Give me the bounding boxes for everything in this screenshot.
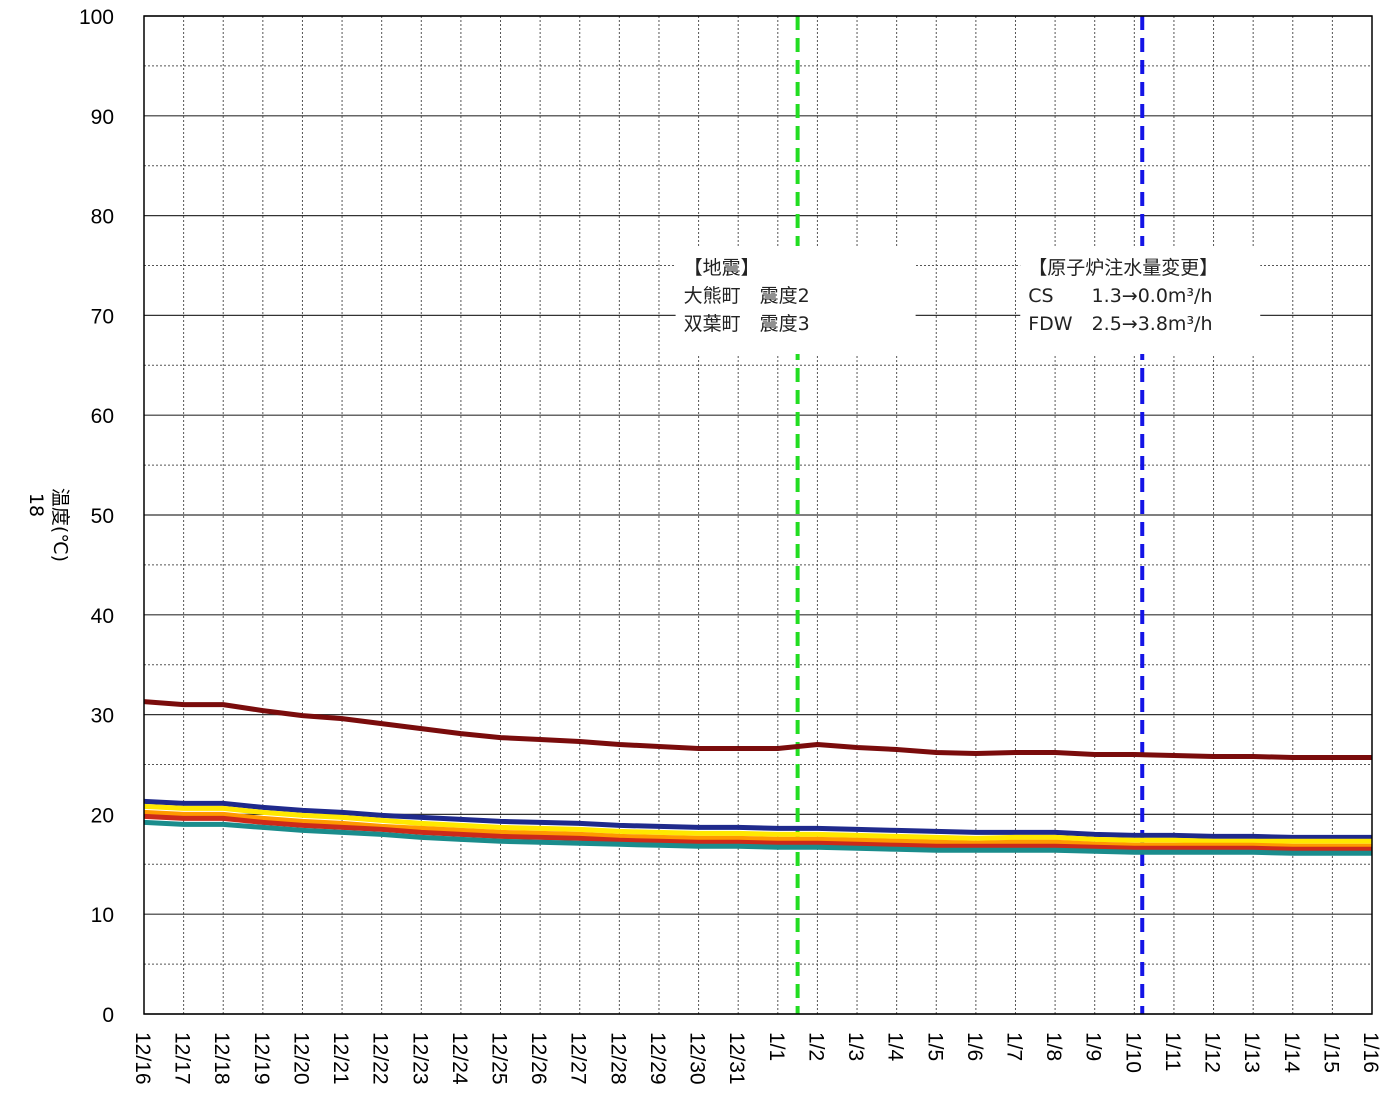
x-tick-label: 1/7 — [1002, 1032, 1025, 1061]
x-axis-ticks: 12/16 12/17 12/18 12/19 12/20 12/21 12/22 12/23… — [131, 1032, 1382, 1085]
y-tick-label: 70 — [91, 305, 114, 328]
x-tick-label: 12/20 — [289, 1032, 312, 1085]
plot-border — [143, 15, 1373, 1015]
y-axis-label: 温度(℃) — [49, 488, 71, 562]
series-line — [143, 699, 1372, 760]
x-tick-label: 12/24 — [448, 1032, 471, 1085]
x-tick-label: 12/25 — [488, 1032, 511, 1085]
x-tick-label: 1/2 — [804, 1032, 827, 1061]
x-tick-label: 1/14 — [1280, 1032, 1303, 1073]
event-annotation-text: 【地震】 — [684, 257, 760, 279]
x-tick-label: 1/10 — [1121, 1032, 1144, 1073]
x-tick-label: 1/15 — [1319, 1032, 1342, 1073]
y-tick-label: 30 — [91, 705, 114, 728]
x-tick-label: 1/12 — [1201, 1032, 1224, 1073]
y-tick-label: 60 — [91, 405, 114, 428]
series-line — [143, 813, 1372, 852]
x-tick-label: 12/21 — [329, 1032, 352, 1085]
series-line — [143, 798, 1372, 840]
x-tick-label: 1/11 — [1161, 1032, 1184, 1071]
x-tick-label: 1/13 — [1240, 1032, 1263, 1073]
event-annotation-text: 大熊町 震度2 — [684, 285, 810, 307]
event-annotation-text: FDW 2.5→3.8m³/h — [1028, 313, 1212, 335]
event-markers — [795, 16, 1145, 1014]
event-annotation-box — [1020, 246, 1261, 354]
x-tick-label: 12/29 — [646, 1032, 669, 1085]
y-tick-label: 80 — [91, 206, 114, 229]
x-tick-label: 12/31 — [725, 1032, 748, 1085]
y-axis-prefix: 18 — [25, 493, 47, 517]
y-axis-title: 18 温度(℃) — [25, 488, 71, 562]
y-tick-label: 90 — [91, 106, 114, 129]
x-tick-label: 12/18 — [210, 1032, 233, 1085]
event-annotation-text: CS 1.3→0.0m³/h — [1028, 285, 1212, 307]
series-line — [143, 803, 1372, 844]
x-tick-label: 12/17 — [171, 1032, 194, 1085]
x-tick-label: 12/27 — [567, 1032, 590, 1085]
x-tick-label: 1/8 — [1042, 1032, 1065, 1061]
x-tick-label: 1/16 — [1359, 1032, 1382, 1073]
x-tick-label: 1/9 — [1082, 1032, 1105, 1061]
y-tick-label: 20 — [91, 804, 114, 827]
minor-gridlines — [144, 16, 1372, 1014]
series-line — [143, 819, 1372, 856]
x-tick-label: 12/28 — [606, 1032, 629, 1085]
series-lines — [143, 699, 1372, 856]
event-annotation-box — [675, 246, 916, 354]
event-annotation-text: 【原子炉注水量変更】 — [1028, 257, 1218, 279]
x-tick-label: 1/4 — [884, 1032, 907, 1062]
event-annotation-text: 双葉町 震度3 — [684, 313, 810, 335]
series-line — [143, 809, 1372, 849]
x-tick-label: 1/1 — [765, 1032, 788, 1061]
y-tick-label: 40 — [91, 605, 114, 628]
y-tick-label: 0 — [102, 1004, 114, 1027]
x-tick-label: 1/6 — [963, 1032, 986, 1061]
x-tick-label: 12/26 — [527, 1032, 550, 1085]
x-tick-label: 12/19 — [250, 1032, 273, 1085]
x-tick-label: 12/22 — [369, 1032, 392, 1085]
x-tick-label: 12/30 — [686, 1032, 709, 1085]
x-tick-label: 12/23 — [408, 1032, 431, 1085]
y-tick-label: 50 — [91, 505, 114, 528]
y-tick-label: 100 — [79, 6, 114, 29]
x-tick-label: 1/3 — [844, 1032, 867, 1061]
y-tick-label: 10 — [91, 904, 114, 927]
x-tick-label: 1/5 — [923, 1032, 946, 1061]
x-tick-label: 12/16 — [131, 1032, 154, 1085]
event-annotations: 【地震】大熊町 震度2 双葉町 震度3 【原子炉注水量変更】 CS 1.3→0.0m³… — [675, 246, 1261, 354]
y-axis-ticks: 0 10 20 30 40 50 60 70 80 90 100 — [79, 6, 114, 1027]
